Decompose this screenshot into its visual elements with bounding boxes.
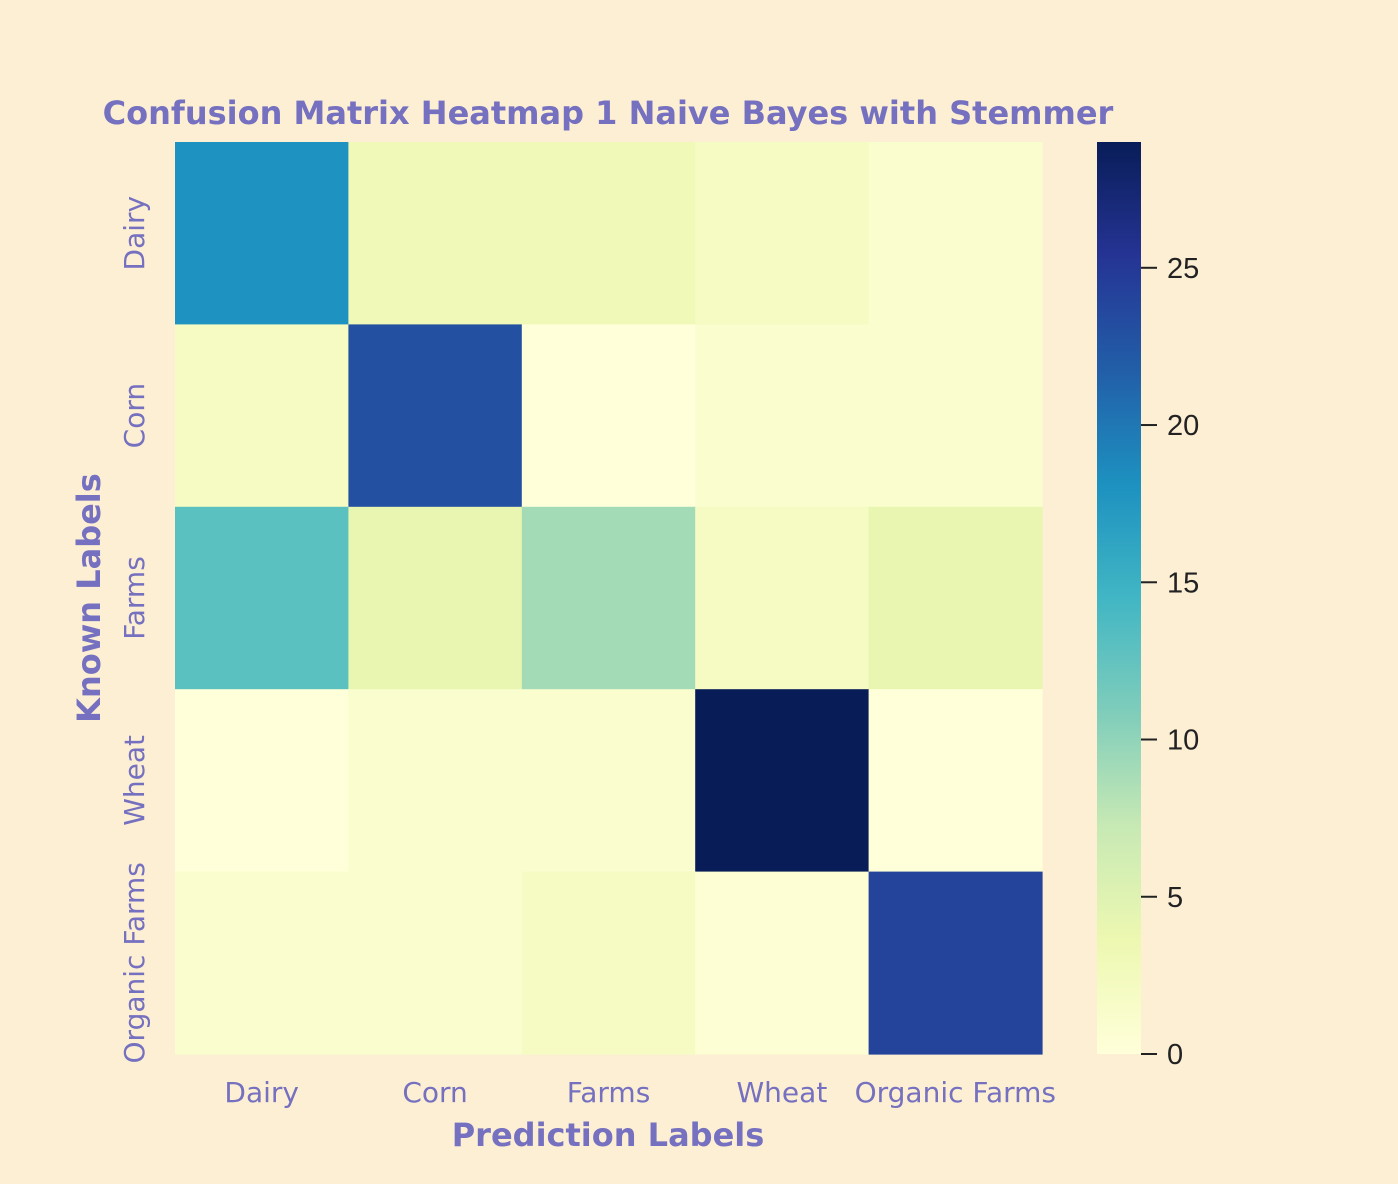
heatmap-cell-r4-c0 <box>175 871 349 1055</box>
colorbar-ticks: 0 5 10 15 20 25 <box>1141 253 1199 1071</box>
heatmap-cell-r0-c0 <box>175 142 349 325</box>
heatmap-cell-r1-c1 <box>348 324 523 508</box>
heatmap-cell-r4-c3 <box>695 871 870 1055</box>
x-tick-label-0: Dairy <box>224 1076 299 1109</box>
y-tick-label-2: Farms <box>118 556 151 640</box>
heatmap-cells <box>175 142 1043 1055</box>
heatmap-cell-r1-c2 <box>521 324 696 508</box>
heatmap-cell-r4-c2 <box>521 871 696 1055</box>
x-tick-label-4: Organic Farms <box>855 1076 1056 1109</box>
heatmap-cell-r3-c0 <box>175 689 349 873</box>
y-tick-label-3: Wheat <box>118 735 151 826</box>
y-axis-title: Known Labels <box>70 473 108 723</box>
heatmap-cell-r1-c0 <box>175 324 349 508</box>
colorbar-tick-label-3: 15 <box>1167 567 1199 599</box>
colorbar-tick-label-2: 10 <box>1167 725 1199 757</box>
colorbar-tick-label-0: 0 <box>1167 1039 1183 1071</box>
heatmap-cell-r2-c2 <box>521 506 696 690</box>
heatmap-cell-r2-c3 <box>695 506 870 690</box>
heatmap-cell-r2-c1 <box>348 506 523 690</box>
y-tick-label-1: Corn <box>118 383 151 448</box>
y-tick-label-0: Dairy <box>118 196 151 271</box>
heatmap-cell-r3-c2 <box>521 689 696 873</box>
heatmap-cell-r3-c1 <box>348 689 523 873</box>
heatmap-cell-r2-c0 <box>175 506 349 690</box>
heatmap-cell-r3-c3 <box>695 689 870 873</box>
x-tick-label-3: Wheat <box>737 1076 828 1109</box>
colorbar-tick-label-4: 20 <box>1167 410 1199 442</box>
heatmap-cell-r4-c4 <box>868 871 1043 1055</box>
heatmap-cell-r0-c2 <box>521 142 696 325</box>
colorbar-tick-label-5: 25 <box>1167 253 1199 285</box>
heatmap-cell-r1-c3 <box>695 324 870 508</box>
heatmap-cell-r2-c4 <box>868 506 1043 690</box>
heatmap-cell-r0-c1 <box>348 142 523 325</box>
heatmap-cell-r4-c1 <box>348 871 523 1055</box>
y-tick-labels: Dairy Corn Farms Wheat Organic Farms <box>118 196 151 1064</box>
x-tick-label-2: Farms <box>567 1076 651 1109</box>
x-axis-title: Prediction Labels <box>452 1116 765 1154</box>
x-tick-labels: Dairy Corn Farms Wheat Organic Farms <box>224 1076 1056 1109</box>
y-tick-label-4: Organic Farms <box>118 862 151 1063</box>
chart-title: Confusion Matrix Heatmap 1 Naive Bayes w… <box>103 94 1114 132</box>
heatmap-cell-r0-c4 <box>868 142 1043 325</box>
x-tick-label-1: Corn <box>402 1076 467 1109</box>
heatmap-cell-r0-c3 <box>695 142 870 325</box>
heatmap-cell-r1-c4 <box>868 324 1043 508</box>
heatmap-cell-r3-c4 <box>868 689 1043 873</box>
colorbar-tick-label-1: 5 <box>1167 882 1183 914</box>
colorbar <box>1097 142 1141 1054</box>
